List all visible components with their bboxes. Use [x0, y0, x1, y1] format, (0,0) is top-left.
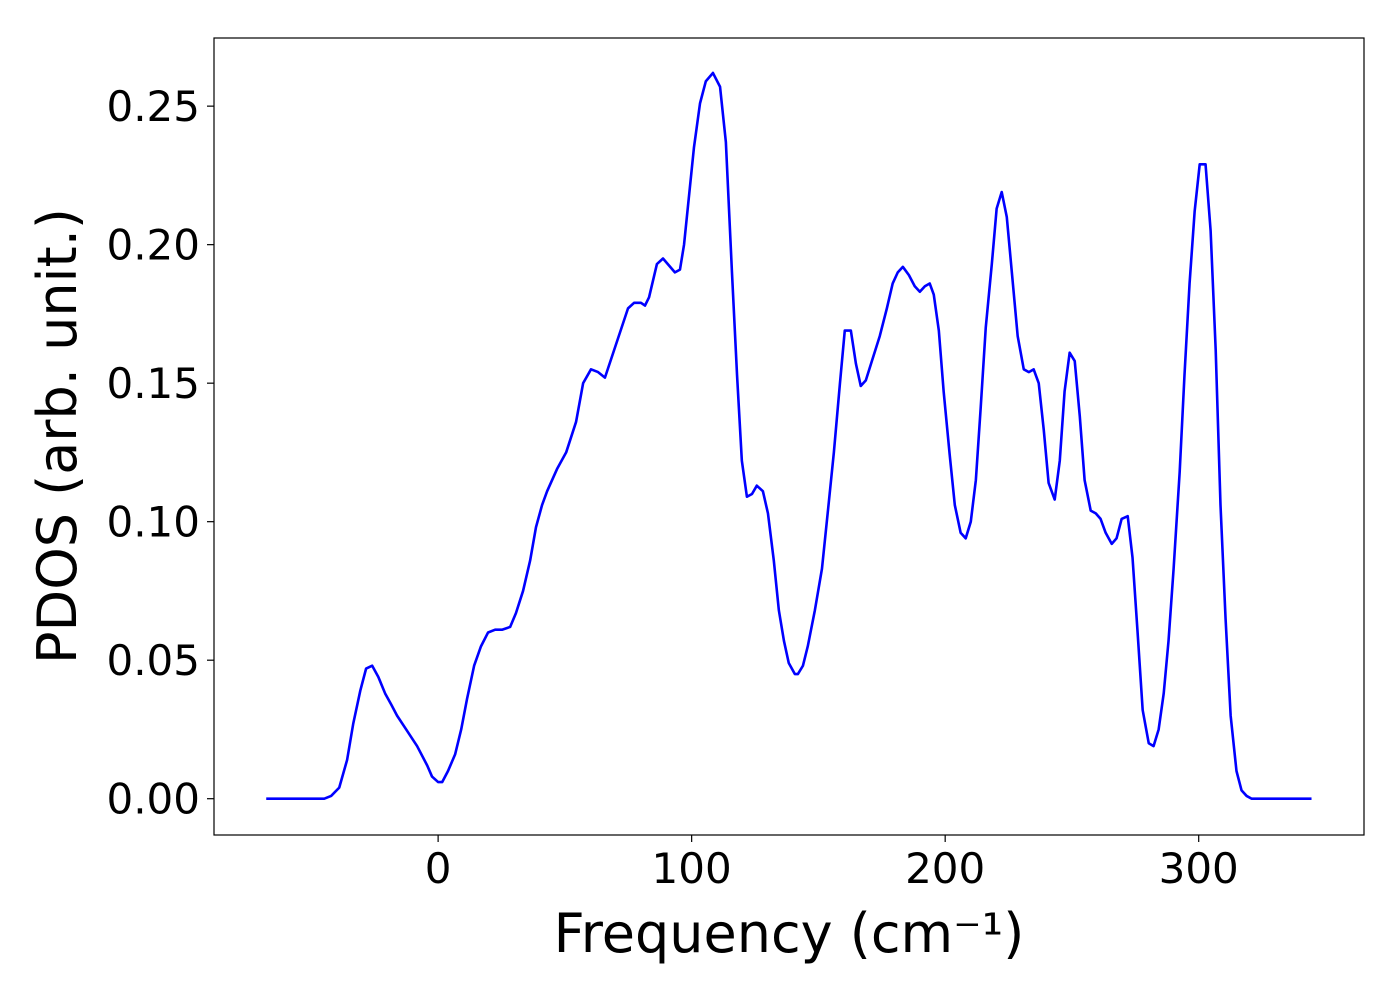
x-axis-label: Frequency (cm⁻¹) [554, 902, 1025, 965]
data-line [266, 71, 1312, 801]
plot-frame [213, 37, 1365, 836]
y-tick-label: 0.25 [106, 82, 200, 131]
x-tick-label: 300 [1159, 844, 1239, 893]
x-tick-label: 0 [425, 844, 452, 893]
y-tick-label: 0.20 [106, 221, 200, 270]
y-tick-label: 0.05 [106, 636, 200, 685]
x-tick-label: 200 [905, 844, 985, 893]
x-tick-label: 100 [652, 844, 732, 893]
y-tick-label: 0.15 [106, 359, 200, 408]
y-tick-label: 0.10 [106, 498, 200, 547]
y-tick-label: 0.00 [106, 775, 200, 824]
y-axis-label: PDOS (arb. unit.) [26, 208, 89, 664]
